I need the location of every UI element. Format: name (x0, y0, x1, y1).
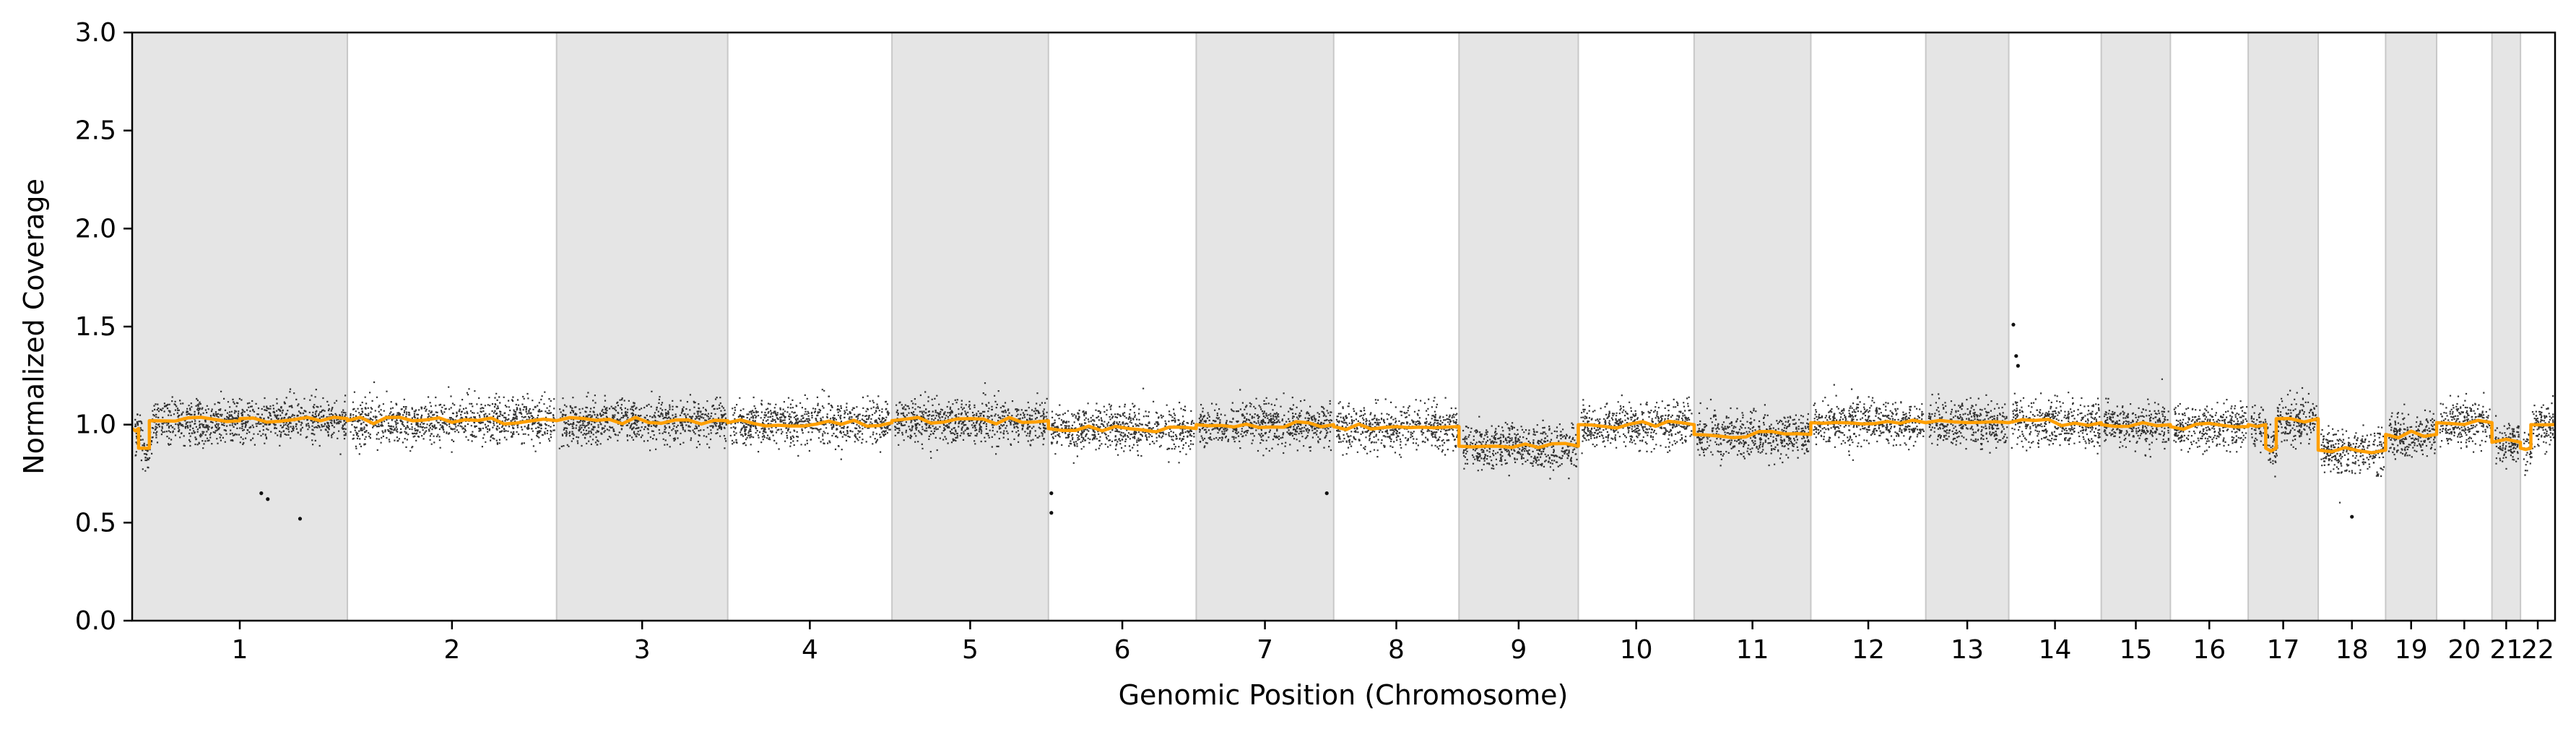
outlier-point (1049, 511, 1054, 515)
plot-frame (131, 31, 2557, 622)
chromosome-band-11 (1694, 33, 1811, 621)
segment-median-line (131, 415, 2556, 454)
y-tick-label: 1.0 (75, 410, 116, 440)
chromosome-shading-layer (131, 33, 2522, 621)
x-tick-label: 2 (443, 635, 460, 665)
coverage-points-chr5 (894, 382, 1048, 459)
coverage-points-chr10 (1580, 395, 1693, 454)
chromosome-band-21 (2492, 33, 2521, 621)
outlier-point (2350, 514, 2354, 519)
outlier-point (298, 517, 303, 521)
y-tick-label: 2.0 (75, 214, 116, 243)
outlier-point (2014, 354, 2018, 358)
chromosome-band-7 (1196, 33, 1334, 621)
coverage-points-chr1 (134, 388, 347, 472)
coverage-points-chr21 (2494, 415, 2520, 470)
outlier-point (266, 497, 270, 501)
x-tick-label: 7 (1257, 635, 1273, 665)
outlier-point (2016, 363, 2020, 368)
coverage-points-chr19 (2388, 403, 2436, 460)
coverage-points-chr18 (2320, 424, 2385, 504)
outlier-point (1049, 491, 1054, 496)
chromosome-band-15 (2101, 33, 2171, 621)
x-tick-label: 13 (1951, 635, 1984, 665)
outlier-point (1324, 491, 1329, 496)
coverage-points-chr13 (1927, 393, 2008, 454)
y-axis: 0.0 0.5 1.0 1.5 2.0 2.5 3.0 (75, 18, 132, 636)
x-tick-label: 11 (1736, 635, 1769, 665)
x-tick-label: 5 (962, 635, 979, 665)
y-tick-label: 0.5 (75, 508, 116, 538)
coverage-points-chr15 (2103, 378, 2169, 458)
x-tick-label: 10 (1620, 635, 1653, 665)
y-axis-label: Normalized Coverage (18, 178, 50, 475)
x-tick-label: 8 (1388, 635, 1405, 665)
y-tick-label: 1.5 (75, 312, 116, 342)
x-tick-label: 9 (1510, 635, 1527, 665)
coverage-points-chr7 (1198, 389, 1332, 457)
x-tick-label: 20 (2447, 635, 2481, 665)
segment-line-layer (131, 415, 2556, 454)
chromosome-band-13 (1925, 33, 2009, 621)
outlier-point (2011, 322, 2016, 327)
coverage-points-chr22 (2523, 395, 2555, 476)
chromosome-band-19 (2385, 33, 2437, 621)
x-tick-label: 19 (2395, 635, 2428, 665)
x-tick-label: 16 (2193, 635, 2226, 665)
chromosome-band-5 (892, 33, 1049, 621)
x-tick-label: 12 (1852, 635, 1885, 665)
x-tick-label: 21 (2489, 635, 2523, 665)
x-tick-label: 3 (634, 635, 651, 665)
x-tick-label: 18 (2336, 635, 2369, 665)
coverage-points-chr2 (350, 381, 555, 455)
y-tick-label: 2.5 (75, 116, 116, 146)
outlier-point (259, 491, 264, 496)
chromosome-band-1 (132, 33, 348, 621)
x-tick-label: 14 (2039, 635, 2072, 665)
chromosome-band-17 (2248, 33, 2319, 621)
y-tick-label: 0.0 (75, 606, 116, 636)
y-tick-label: 3.0 (75, 18, 116, 48)
x-tick-label: 6 (1114, 635, 1131, 665)
x-tick-label: 4 (802, 635, 818, 665)
x-axis-label: Genomic Position (Chromosome) (1119, 679, 1569, 711)
x-tick-label: 15 (2120, 635, 2153, 665)
chromosome-band-9 (1459, 33, 1579, 621)
coverage-points-chr17 (2250, 387, 2318, 478)
chromosome-band-3 (556, 33, 728, 621)
x-tick-label: 1 (232, 635, 248, 665)
x-tick-label: 17 (2267, 635, 2300, 665)
x-tick-label: 22 (2521, 635, 2554, 665)
